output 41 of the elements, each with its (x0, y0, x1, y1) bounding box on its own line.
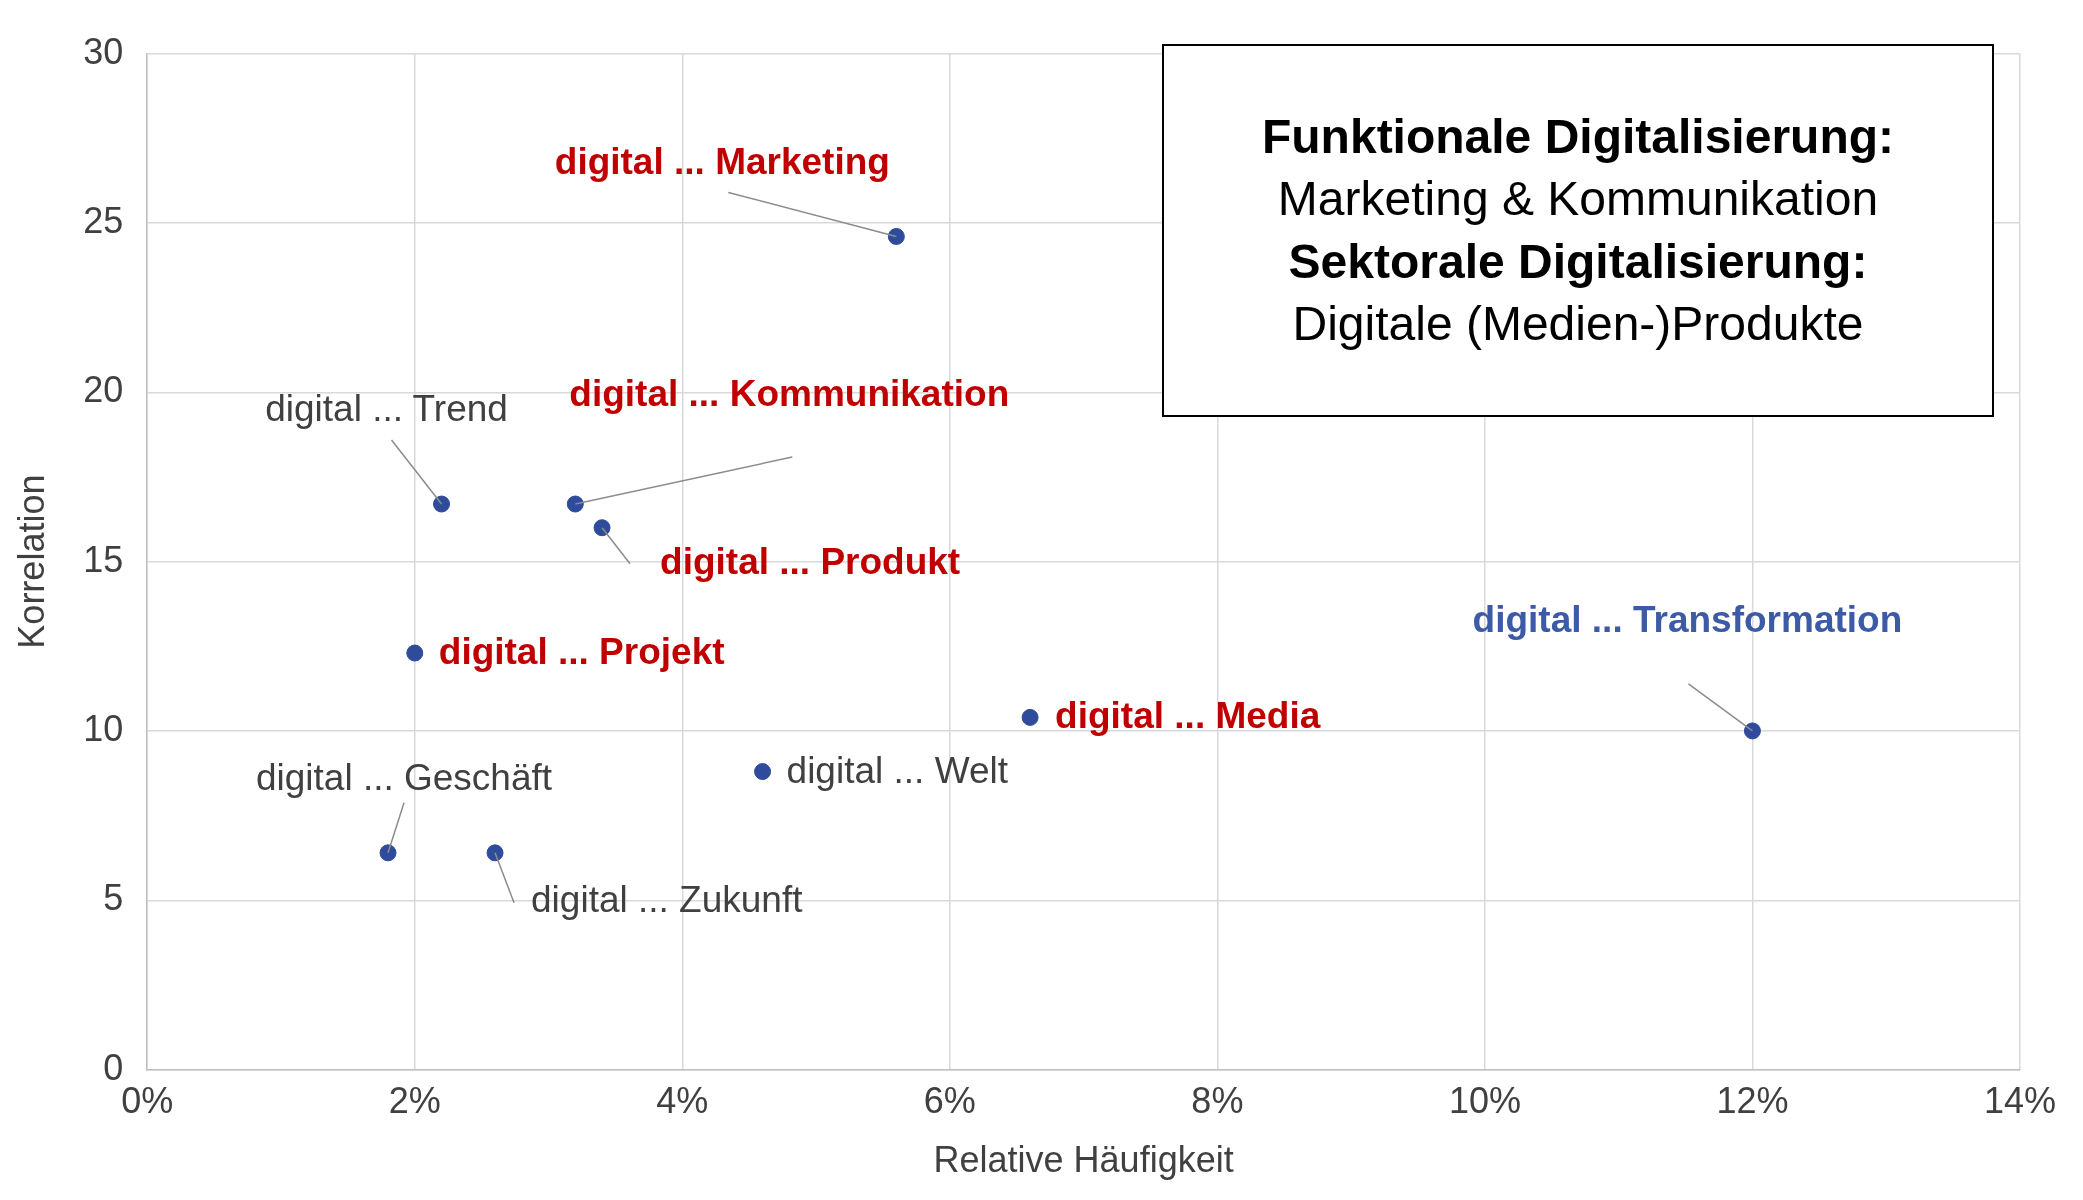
annotation: digital ... Geschäft (255, 757, 553, 799)
annotation: digital ... Zukunft (531, 879, 804, 921)
y-tick-label: 25 (83, 199, 124, 241)
y-tick-label: 15 (83, 538, 124, 580)
annotation: digital ... Transformation (1472, 599, 1903, 641)
annotation: Marketing & Kommunikation (1277, 171, 1879, 228)
x-tick-label: 6% (923, 1080, 976, 1122)
annotation: digital ... Produkt (660, 540, 961, 582)
point (379, 844, 397, 862)
y-tick-label: 30 (83, 30, 124, 72)
y-tick-label: 10 (83, 707, 124, 749)
point (1743, 722, 1761, 740)
annotation: Funktionale Digitalisierung: (1261, 108, 1895, 165)
y-axis-title: Korrelation (10, 474, 52, 649)
point (433, 495, 451, 513)
annotation: digital ... Welt (786, 749, 1009, 791)
annotation: Sektorale Digitalisierung: (1288, 233, 1868, 290)
annotation: Digitale (Medien-)Produkte (1292, 295, 1864, 352)
annotation: digital ... Projekt (438, 631, 725, 673)
x-tick-label: 12% (1716, 1080, 1789, 1122)
annotation: digital ... Marketing (554, 140, 890, 182)
point (406, 644, 424, 662)
point (1021, 708, 1039, 726)
y-tick-label: 5 (103, 877, 124, 919)
x-tick-label: 10% (1448, 1080, 1521, 1122)
point (566, 495, 584, 513)
annotation: digital ... Media (1055, 694, 1321, 736)
x-tick-label: 14% (1983, 1080, 2056, 1122)
x-tick-label: 2% (388, 1080, 441, 1122)
point (486, 844, 504, 862)
x-tick-label: 0% (121, 1080, 174, 1122)
y-tick-label: 0 (103, 1046, 124, 1088)
y-tick-label: 20 (83, 369, 124, 411)
x-tick-label: 8% (1191, 1080, 1244, 1122)
x-axis-title: Relative Häufigkeit (933, 1139, 1234, 1181)
point (593, 519, 611, 537)
x-tick-label: 4% (656, 1080, 709, 1122)
annotation: digital ... Kommunikation (569, 373, 1010, 415)
annotation: digital ... Trend (265, 388, 508, 430)
point (754, 763, 772, 781)
point (887, 227, 905, 245)
